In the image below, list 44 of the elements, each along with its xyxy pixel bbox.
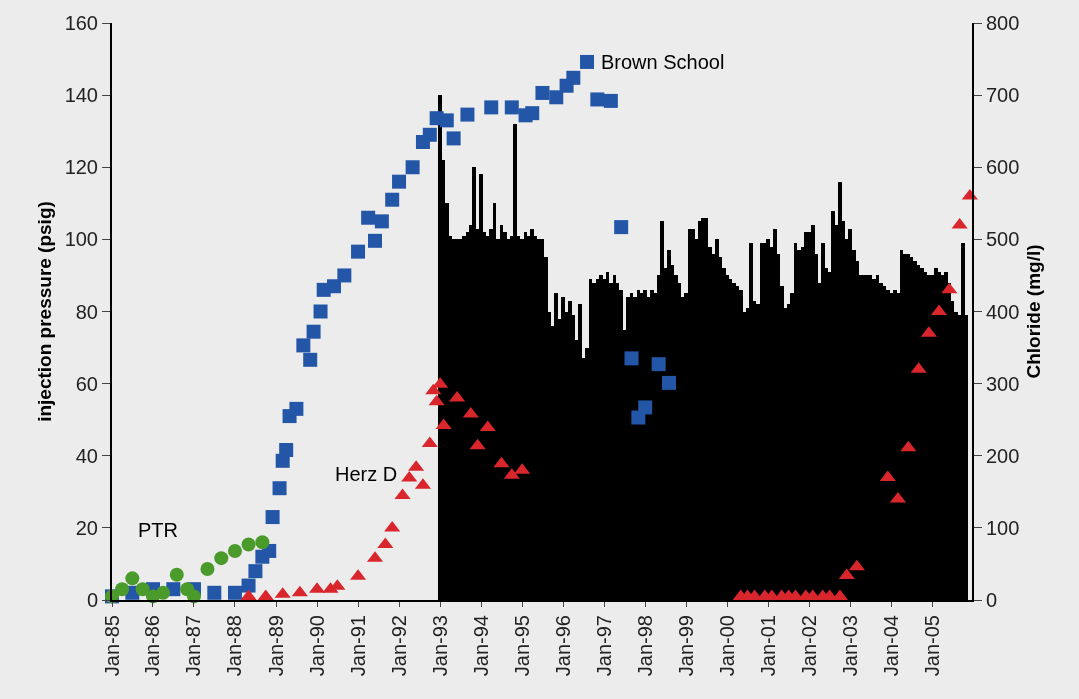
x-tick-label: Jan-00 [715, 615, 738, 677]
y-tick-label: 20 [75, 516, 98, 539]
y2-tick-label: 700 [986, 84, 1020, 107]
y-tick-label: 0 [86, 589, 98, 611]
x-tick-label: Jan-93 [428, 615, 451, 677]
x-tick-label: Jan-90 [305, 615, 328, 677]
y2-tick-label: 500 [986, 228, 1020, 251]
x-tick-label: Jan-94 [469, 615, 492, 677]
y2-tick-label: 600 [986, 156, 1020, 179]
y2-tick-label: 800 [986, 12, 1020, 34]
x-tick-label: Jan-02 [797, 615, 820, 677]
y2-tick-label: 300 [986, 372, 1020, 395]
y-tick-label: 60 [75, 372, 98, 395]
x-tick-label: Jan-92 [387, 615, 410, 677]
x-tick-label: Jan-87 [182, 615, 205, 677]
x-tick-label: Jan-85 [100, 615, 123, 677]
y-tick-label: 140 [64, 84, 98, 107]
y-tick-label: 80 [75, 300, 98, 323]
x-tick-label: Jan-86 [141, 615, 164, 677]
x-tick-label: Jan-89 [264, 615, 287, 677]
y2-tick-label: 400 [986, 300, 1020, 323]
series-label: Brown School [601, 51, 725, 73]
x-tick-label: Jan-99 [674, 615, 697, 677]
y2-tick-label: 0 [986, 589, 998, 611]
y2-tick-label: 200 [986, 444, 1020, 467]
x-tick-label: Jan-04 [879, 615, 902, 677]
y2-tick-label: 100 [986, 516, 1020, 539]
x-tick-label: Jan-98 [633, 615, 656, 677]
x-tick-label: Jan-03 [838, 615, 861, 677]
y2-axis-title: Chloride (mg/l) [1022, 244, 1044, 379]
x-tick-label: Jan-96 [551, 615, 574, 677]
x-tick-label: Jan-01 [756, 615, 779, 677]
x-tick-label: Jan-05 [920, 615, 943, 677]
x-tick-label: Jan-88 [223, 615, 246, 677]
y-tick-label: 40 [75, 444, 98, 467]
series-label: Herz D [335, 463, 398, 485]
y-tick-label: 120 [64, 156, 98, 179]
y-tick-label: 160 [64, 12, 98, 34]
series-label: PTR [138, 519, 178, 541]
x-tick-label: Jan-91 [346, 615, 369, 677]
y-tick-label: 100 [64, 228, 98, 251]
y-axis-title: injection pressure (psig) [33, 201, 55, 422]
x-tick-label: Jan-97 [592, 615, 615, 677]
x-tick-label: Jan-95 [510, 615, 533, 677]
